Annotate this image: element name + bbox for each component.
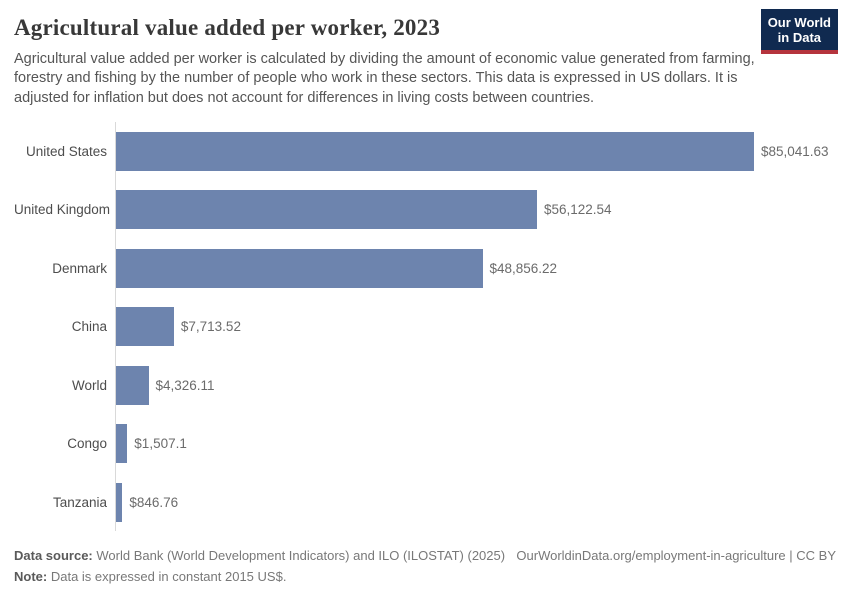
bar-area: $56,122.54 [115, 180, 850, 239]
owid-logo-line1: Our World [767, 15, 831, 30]
chart-subtitle: Agricultural value added per worker is c… [14, 51, 755, 106]
category-label: China [71, 319, 107, 335]
bar-area: $1,507.1 [115, 414, 850, 473]
bar-area: $846.76 [115, 472, 850, 532]
bar[interactable] [116, 365, 149, 405]
category-label: Denmark [52, 260, 107, 276]
chart-row: Congo $1,507.1 [14, 414, 850, 473]
chart-footer: Data source: World Bank (World Developme… [0, 531, 850, 590]
data-source-text: World Bank (World Development Indicators… [96, 548, 506, 564]
bar[interactable] [116, 248, 483, 288]
page-title: Agricultural value added per worker, 202… [14, 15, 441, 40]
bar[interactable] [116, 131, 754, 171]
category-label: World [71, 377, 107, 393]
bar-area: $4,326.11 [115, 355, 850, 415]
chart-row: United States $85,041.63 [14, 121, 850, 181]
owid-logo-line2: in Data [777, 30, 822, 46]
value-label: $7,713.52 [180, 319, 241, 335]
owid-logo: Our World in Data [760, 9, 838, 54]
bar-area: $7,713.52 [115, 297, 850, 356]
category-label: United States [25, 143, 107, 159]
bar[interactable] [116, 424, 128, 464]
value-label: $56,122.54 [544, 202, 612, 218]
value-label: $85,041.63 [761, 143, 829, 159]
data-source-line: Data source: World Bank (World Developme… [14, 548, 505, 563]
data-source-label: Data source: [14, 548, 93, 564]
note-text: Data is expressed in constant 2015 US$. [50, 569, 287, 585]
bar-area: $85,041.63 [115, 121, 850, 181]
note-label: Note: [14, 569, 48, 585]
value-label: $48,856.22 [489, 260, 558, 276]
value-label: $1,507.1 [134, 436, 187, 452]
note-line: Note: Data is expressed in constant 2015… [14, 569, 505, 584]
category-label: Congo [67, 436, 107, 452]
chart-row: China $7,713.52 [14, 297, 850, 356]
category-label: Tanzania [52, 494, 107, 510]
category-label: United Kingdom [14, 202, 111, 218]
chart-row: United Kingdom $56,122.54 [14, 180, 850, 239]
chart-header: Agricultural value added per worker, 202… [0, 0, 850, 108]
value-label: $846.76 [129, 494, 179, 510]
bar[interactable] [116, 307, 174, 347]
attribution-url: OurWorldinData.org/employment-in-agricul… [516, 548, 836, 564]
chart-row: World $4,326.11 [14, 355, 850, 415]
value-label: $4,326.11 [155, 377, 215, 393]
chart-row: Tanzania $846.76 [14, 472, 850, 532]
bar-area: $48,856.22 [115, 238, 850, 298]
bar[interactable] [116, 482, 123, 522]
bar-chart: United States $85,041.63 United Kingdom $56… [14, 121, 850, 532]
footer-left: Data source: World Bank (World Developme… [14, 548, 505, 590]
chart-row: Denmark $48,856.22 [14, 238, 850, 298]
bar[interactable] [116, 190, 537, 230]
